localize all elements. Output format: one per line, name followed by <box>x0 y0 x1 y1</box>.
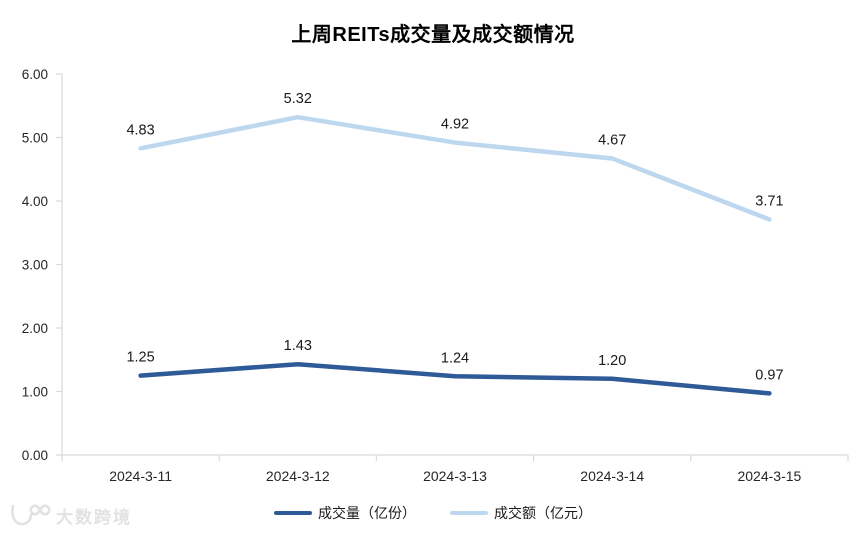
data-label: 1.25 <box>126 350 154 366</box>
data-label: 4.83 <box>126 122 154 138</box>
x-axis-tick-label: 2024-3-11 <box>109 468 172 484</box>
x-axis-tick-label: 2024-3-14 <box>580 468 644 484</box>
data-label: 4.67 <box>598 132 626 148</box>
y-axis-tick-label: 0.00 <box>22 448 48 463</box>
data-label: 4.92 <box>441 117 469 133</box>
legend-item-turnover: 成交额（亿元） <box>450 503 592 523</box>
data-label: 1.43 <box>284 338 312 354</box>
turnover-line-swatch <box>450 511 488 515</box>
data-label: 5.32 <box>284 91 312 107</box>
data-label: 1.20 <box>598 353 626 369</box>
data-label: 0.97 <box>755 367 783 383</box>
y-axis-tick-label: 6.00 <box>22 67 48 82</box>
x-axis-tick-label: 2024-3-15 <box>737 468 801 484</box>
volume-line-swatch <box>274 511 312 515</box>
legend-label-volume: 成交量（亿份） <box>318 505 416 521</box>
watermark-text: 大数跨境 <box>56 507 132 527</box>
chart-title: 上周REITs成交量及成交额情况 <box>291 24 575 46</box>
data-label: 3.71 <box>755 193 783 209</box>
volume-line <box>138 361 772 396</box>
y-axis-tick-label: 1.00 <box>22 385 48 400</box>
y-axis-tick-label: 5.00 <box>22 131 48 146</box>
chart-legend: 成交量（亿份） 成交额（亿元） <box>0 503 866 523</box>
legend-label-turnover: 成交额（亿元） <box>494 505 592 521</box>
watermark: 大数跨境 <box>8 502 132 528</box>
x-axis-tick-label: 2024-3-12 <box>266 468 330 484</box>
y-axis-tick-label: 3.00 <box>22 258 48 273</box>
data-label: 1.24 <box>441 350 469 366</box>
watermark-logo-icon <box>11 504 51 526</box>
legend-item-volume: 成交量（亿份） <box>274 503 416 523</box>
y-axis-tick-label: 2.00 <box>22 321 48 336</box>
y-axis-tick-label: 4.00 <box>22 194 48 209</box>
turnover-line <box>138 114 772 222</box>
x-axis-tick-label: 2024-3-13 <box>423 468 487 484</box>
